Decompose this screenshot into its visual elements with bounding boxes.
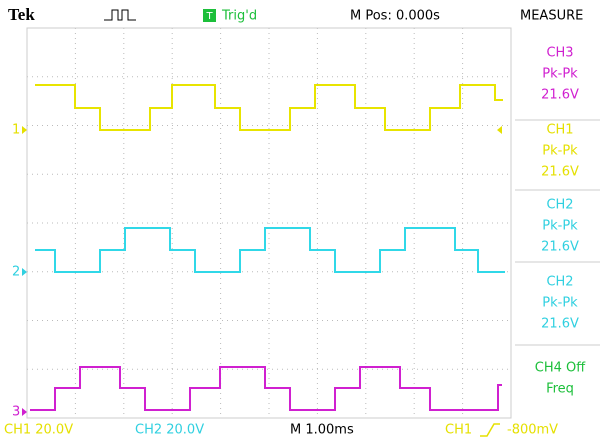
measure-label: Pk-Pk	[542, 144, 578, 159]
trigger-icon: T	[205, 11, 213, 22]
measure-label: Pk-Pk	[542, 219, 578, 234]
ch2-scale: CH2 20.0V	[135, 423, 204, 438]
position: M Pos: 0.000s	[350, 9, 440, 24]
measure-label: Pk-Pk	[542, 296, 578, 311]
measure-value: 21.6V	[541, 165, 579, 180]
trigger-status: Trig'd	[221, 9, 257, 24]
measure-value: 21.6V	[541, 240, 579, 255]
timebase: M 1.00ms	[290, 423, 354, 438]
measure-value: 21.6V	[541, 317, 579, 332]
measure-channel: CH1	[546, 123, 573, 138]
measure-channel: CH2	[546, 198, 573, 213]
ch1-scale: CH1 20.0V	[4, 423, 73, 438]
background	[0, 0, 600, 439]
trigger-source: CH1	[445, 423, 472, 438]
trigger-level: -800mV	[507, 423, 558, 438]
channel-marker: 1	[12, 123, 20, 138]
measure-label: Freq	[546, 382, 574, 397]
measure-value: 21.6V	[541, 88, 579, 103]
measure-channel: CH4 Off	[535, 361, 586, 376]
oscilloscope-screen: Tek T Trig'd M Pos: 0.000s MEASURE CH3 P…	[0, 0, 600, 439]
measure-label: Pk-Pk	[542, 67, 578, 82]
channel-marker: 2	[12, 265, 20, 280]
measure-channel: CH3	[546, 46, 573, 61]
brand: Tek	[8, 5, 35, 24]
channel-marker: 3	[12, 405, 20, 420]
menu-title: MEASURE	[520, 9, 583, 24]
measure-channel: CH2	[546, 275, 573, 290]
